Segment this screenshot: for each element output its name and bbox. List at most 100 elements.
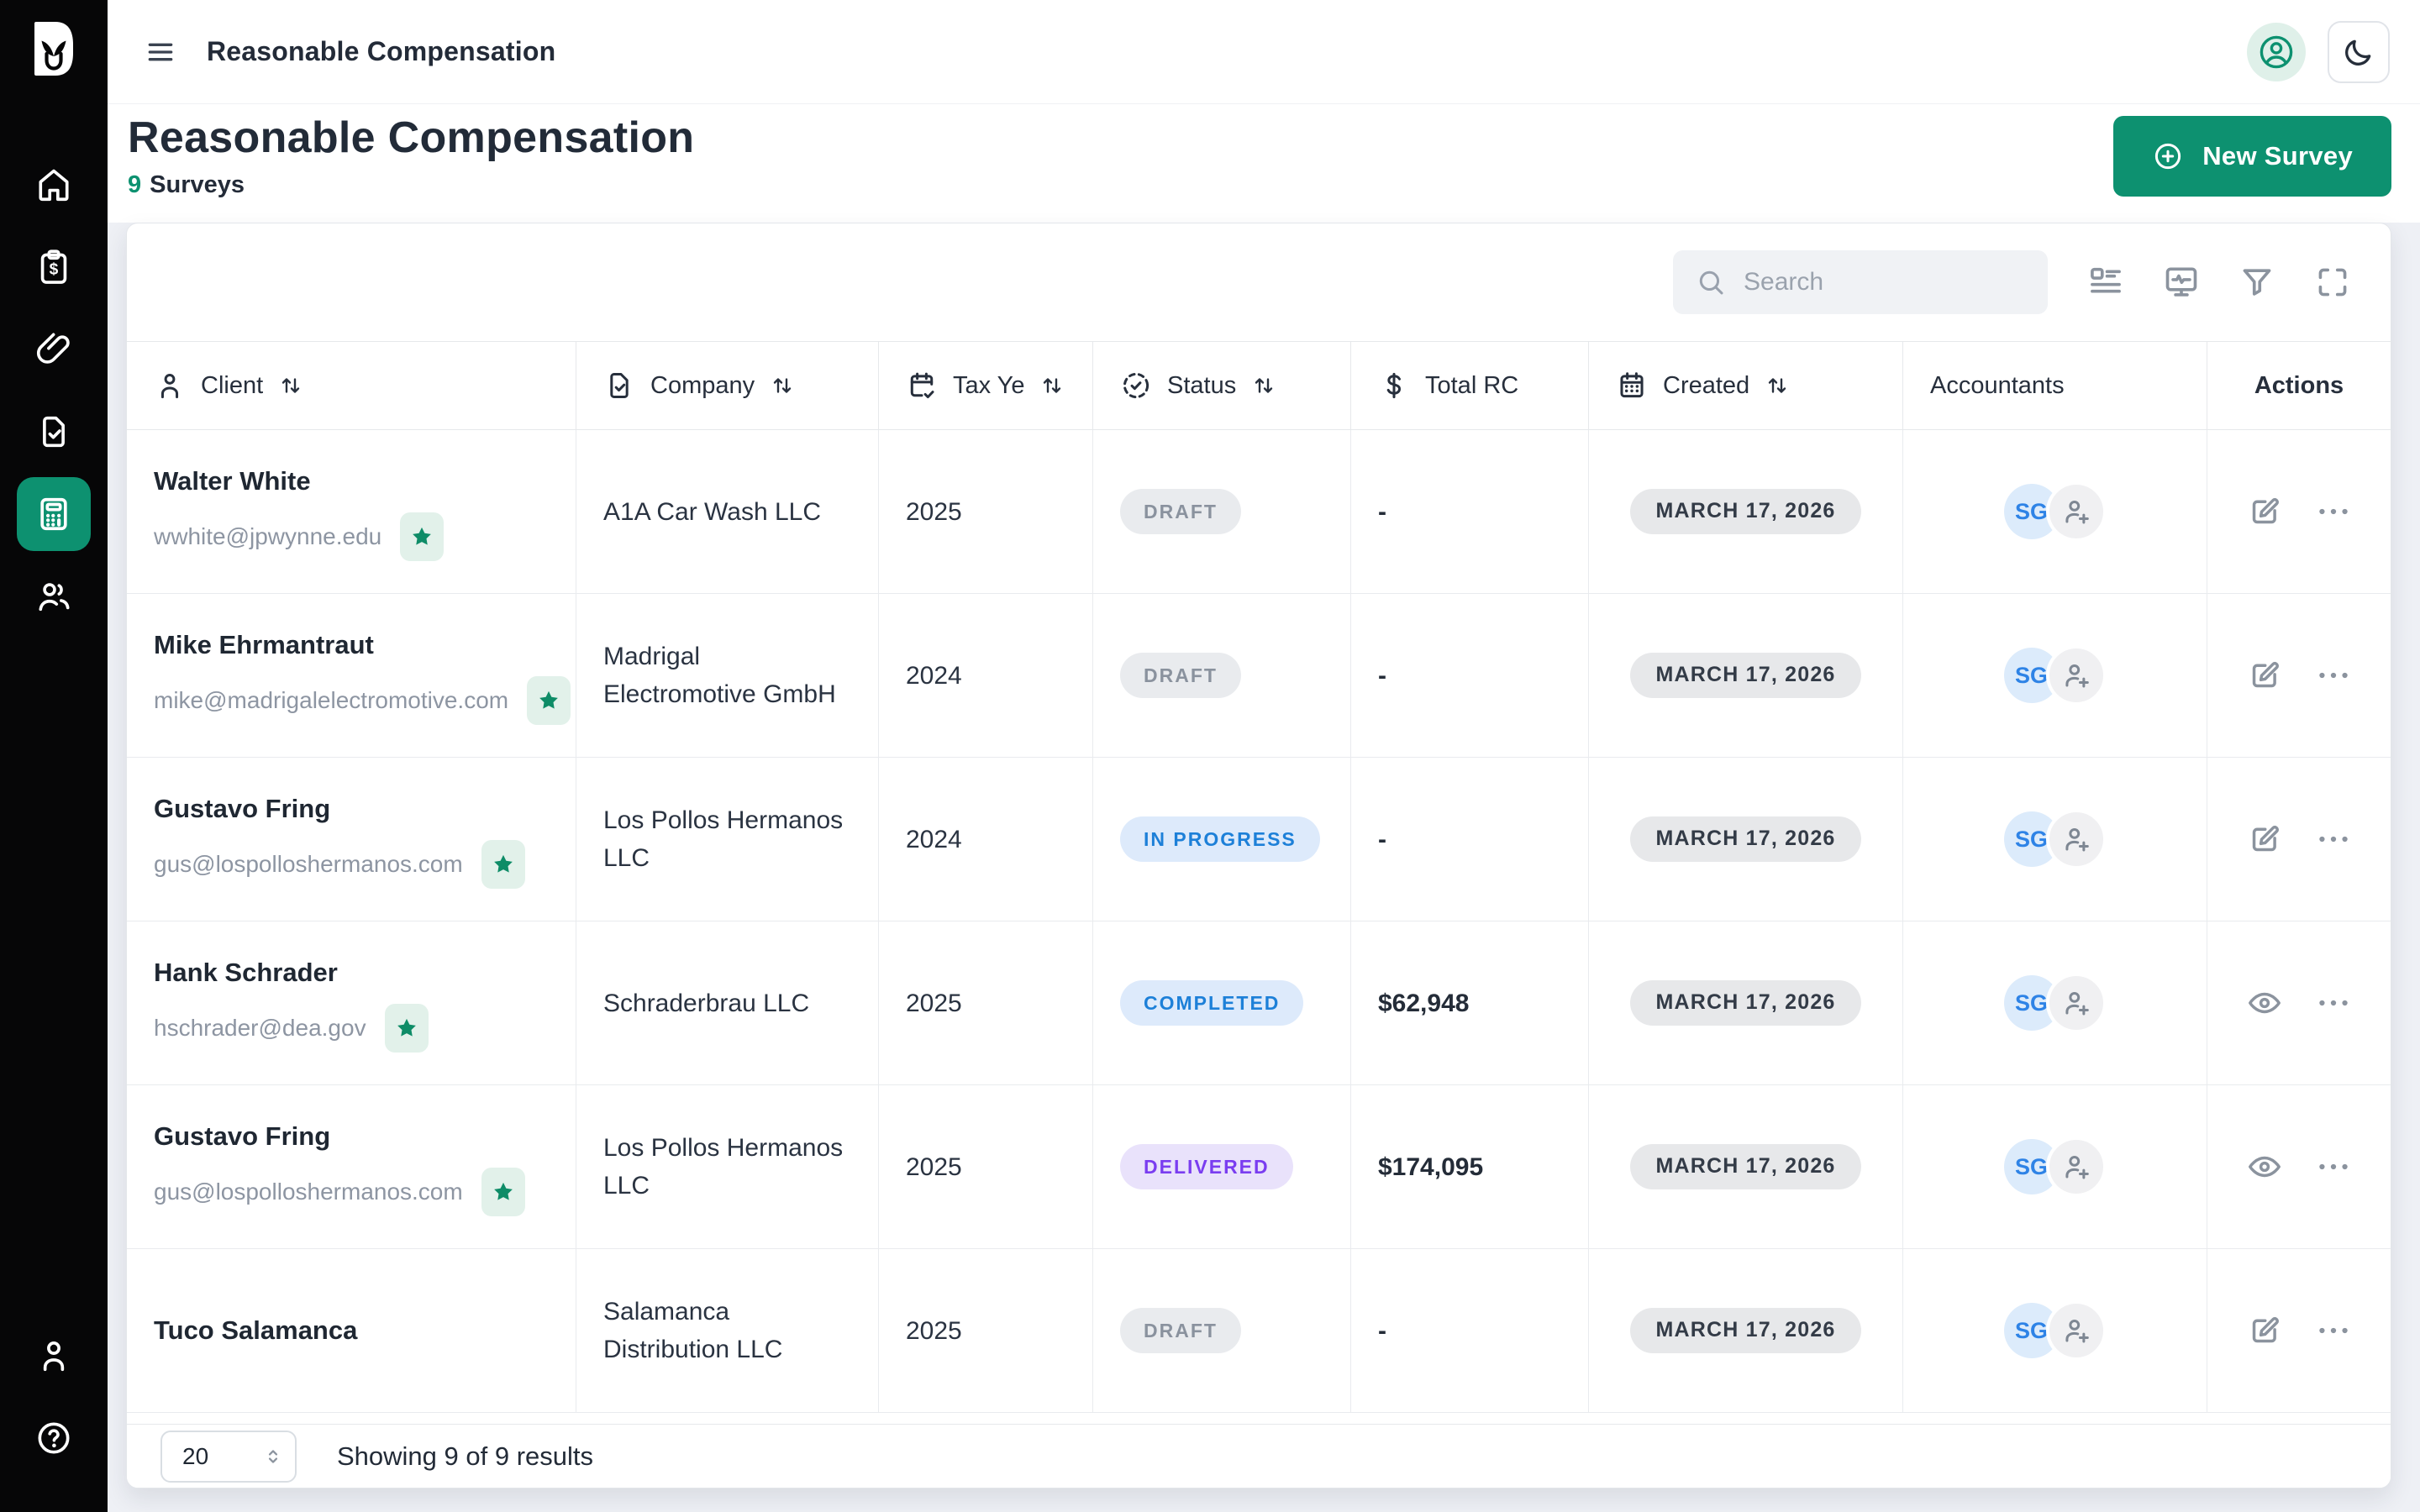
sidebar-item-surveys[interactable]: $ [17,230,91,304]
column-label-tax_year: Tax Ye [953,371,1025,399]
column-header-tax_year[interactable]: Tax Ye [879,342,1093,429]
add-accountant-button[interactable] [2045,973,2107,1033]
client-subline: gus@lospolloshermanos.com [154,840,549,890]
person-plus-icon [2060,1315,2092,1347]
sidebar-item-documents[interactable] [17,395,91,469]
surveys-count-label: Surveys [150,171,245,198]
clipboard-dollar-icon: $ [34,248,73,286]
column-header-status[interactable]: Status [1093,342,1351,429]
company-name: Salamanca Distribution LLC [603,1298,783,1363]
page-size-select[interactable]: 20 [160,1430,297,1483]
total-rc-value: - [1378,825,1386,853]
column-label-created: Created [1663,371,1750,399]
dark-mode-toggle-button[interactable] [2328,20,2390,83]
sidebar-bottom-nav [17,1319,91,1475]
favorite-star-button[interactable] [384,1004,429,1053]
svg-text:$: $ [50,260,59,278]
chevron-up-down-icon [261,1445,285,1468]
column-header-accountants: Accountants [1903,342,2207,429]
user-avatar-button[interactable] [2247,22,2306,81]
status-badge: IN PROGRESS [1120,816,1320,862]
star-icon [409,524,434,549]
topbar-actions [2247,20,2390,83]
client-email: wwhite@jpwynne.edu [154,523,382,550]
ellipsis-icon [2315,493,2352,530]
plus-circle-icon [2152,140,2184,172]
sidebar-item-account[interactable] [17,1319,91,1393]
sidebar-item-clients[interactable] [17,559,91,633]
created-date-pill: MARCH 17, 2026 [1630,1144,1861,1189]
cell-tax-year: 2024 [879,594,1093,757]
favorite-star-button[interactable] [527,676,571,726]
edit-action-button[interactable] [2246,1312,2283,1349]
cell-accountants: SG [1903,1249,2207,1412]
ellipsis-icon [2315,1312,2352,1349]
menu-action-button[interactable] [2315,821,2352,858]
add-accountant-button[interactable] [2045,645,2107,706]
client-subline: wwhite@jpwynne.edu [154,512,549,562]
column-label-status: Status [1167,371,1237,399]
sidebar-item-attachments[interactable] [17,312,91,386]
menu-action-button[interactable] [2315,1312,2352,1349]
eye-icon [2246,984,2283,1021]
search-input[interactable] [1744,268,2026,297]
view-action-button[interactable] [2246,1148,2283,1185]
edit-action-button[interactable] [2246,657,2283,694]
new-survey-button[interactable]: New Survey [2113,115,2391,197]
ellipsis-icon [2315,821,2352,858]
favorite-star-button[interactable] [481,1168,525,1217]
users-icon [34,577,73,616]
total-rc-value: - [1378,497,1386,526]
client-subline: gus@lospolloshermanos.com [154,1168,549,1217]
cell-tax-year: 2024 [879,758,1093,921]
cell-accountants: SG [1903,594,2207,757]
sidebar-item-home[interactable] [17,148,91,222]
add-accountant-button[interactable] [2045,481,2107,542]
calculator-icon [34,495,73,533]
new-survey-label: New Survey [2202,140,2353,171]
table-row: Gustavo Fring gus@lospolloshermanos.com L… [127,1085,2391,1249]
sidebar-item-help[interactable] [17,1401,91,1475]
favorite-star-button[interactable] [400,512,445,562]
toolbar-icon-buttons [2086,263,2352,302]
favorite-star-button[interactable] [481,840,525,890]
column-header-client[interactable]: Client [127,342,576,429]
toolbar-filter-button[interactable] [2238,263,2276,302]
table-row: Gustavo Fring gus@lospolloshermanos.com L… [127,758,2391,921]
cell-status: COMPLETED [1093,921,1351,1084]
toolbar-fullscreen-button[interactable] [2313,263,2352,302]
menu-action-button[interactable] [2315,657,2352,694]
file-check-icon [34,412,73,451]
toolbar-layout-button[interactable] [2086,263,2125,302]
sidebar-item-calculator[interactable] [17,477,91,551]
cell-tax-year: 2025 [879,921,1093,1084]
column-header-created[interactable]: Created [1589,342,1903,429]
star-icon [536,688,561,713]
user-circle-icon [2256,32,2296,72]
created-date-pill: MARCH 17, 2026 [1630,816,1861,862]
cell-total-rc: $62,948 [1351,921,1589,1084]
view-action-button[interactable] [2246,984,2283,1021]
add-accountant-button[interactable] [2045,1300,2107,1361]
company-name: A1A Car Wash LLC [603,497,821,526]
search-icon [1695,266,1727,298]
column-header-company[interactable]: Company [576,342,879,429]
help-circle-icon [34,1419,73,1457]
cell-status: DELIVERED [1093,1085,1351,1248]
cell-actions [2207,1249,2391,1412]
add-accountant-button[interactable] [2045,809,2107,869]
client-email: gus@lospolloshermanos.com [154,851,463,878]
edit-action-button[interactable] [2246,493,2283,530]
cell-actions [2207,594,2391,757]
add-accountant-button[interactable] [2045,1137,2107,1197]
toolbar-reports-button[interactable] [2162,263,2201,302]
cell-created: MARCH 17, 2026 [1589,758,1903,921]
cell-total-rc: $174,095 [1351,1085,1589,1248]
edit-action-button[interactable] [2246,821,2283,858]
menu-action-button[interactable] [2315,493,2352,530]
menu-action-button[interactable] [2315,984,2352,1021]
table-footer: 20 Showing 9 of 9 results [127,1424,2391,1488]
menu-action-button[interactable] [2315,1148,2352,1185]
menu-toggle-button[interactable] [138,29,183,75]
